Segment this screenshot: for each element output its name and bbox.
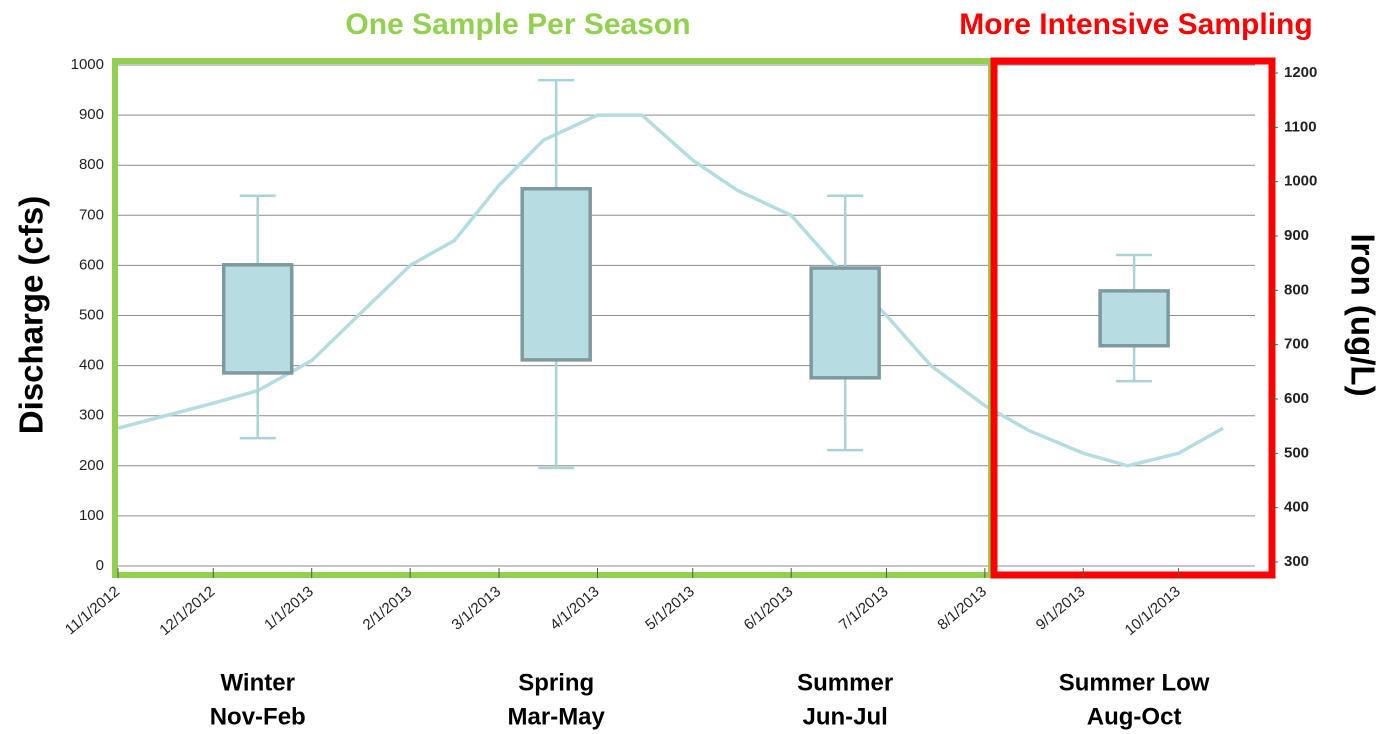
- y-tick-label: 100: [79, 507, 104, 524]
- y-tick-label: 900: [79, 106, 104, 123]
- box: [520, 186, 592, 362]
- season-months: Aug-Oct: [1087, 703, 1182, 730]
- season-name: Summer: [797, 669, 893, 696]
- y-tick-label: 400: [79, 357, 104, 374]
- season-name: Spring: [518, 669, 594, 696]
- y-tick-label: 800: [79, 156, 104, 173]
- y2-tick-label: 1100: [1284, 118, 1317, 135]
- x-tick-label: 12/1/2012: [156, 583, 218, 639]
- y-tick-label: 200: [79, 457, 104, 474]
- box: [809, 266, 881, 380]
- line: [117, 113, 1224, 468]
- region-box: [990, 57, 1276, 579]
- x-tick-label: 1/1/2013: [261, 583, 317, 634]
- x-tick-label: 8/1/2013: [934, 583, 990, 634]
- y2-axis-label: Iron (ug/L): [1344, 233, 1381, 396]
- season-months: Mar-May: [508, 703, 606, 730]
- season-months: Nov-Feb: [210, 703, 306, 730]
- y-tick-label: 300: [79, 407, 104, 424]
- y2-tick-label: 500: [1284, 444, 1309, 461]
- annotation: More Intensive Sampling: [959, 8, 1312, 41]
- y2-tick-label: 400: [1284, 499, 1309, 516]
- box: [221, 263, 294, 375]
- y2-tick-label: 1200: [1284, 64, 1317, 81]
- x-tick-label: 9/1/2013: [1033, 583, 1089, 634]
- x-tick-label: 4/1/2013: [547, 583, 603, 634]
- x-tick-label: 5/1/2013: [642, 583, 698, 634]
- y-tick-label: 0: [96, 557, 104, 574]
- season-name: Summer Low: [1059, 669, 1210, 696]
- annotation: One Sample Per Season: [345, 8, 690, 41]
- y2-tick-label: 800: [1284, 281, 1309, 298]
- y2-tick-label: 1000: [1284, 173, 1317, 190]
- y-tick-label: 500: [79, 306, 104, 323]
- y2-tick-label: 600: [1284, 390, 1309, 407]
- x-tick-label: 7/1/2013: [836, 583, 892, 634]
- x-tick-label: 11/1/2012: [62, 583, 123, 638]
- x-tick-label: 3/1/2013: [449, 583, 505, 634]
- y-tick-label: 600: [79, 256, 104, 273]
- box: [1098, 289, 1170, 348]
- season-months: Jun-Jul: [802, 703, 887, 730]
- y2-tick-label: 700: [1284, 336, 1309, 353]
- y2-tick-label: 900: [1284, 227, 1309, 244]
- x-tick-label: 6/1/2013: [741, 583, 797, 634]
- x-tick-label: 2/1/2013: [360, 583, 416, 634]
- x-tick-label: 10/1/2013: [1122, 583, 1184, 639]
- y2-tick-label: 300: [1284, 553, 1309, 570]
- season-name: Winter: [220, 669, 294, 696]
- y-tick-label: 1000: [71, 56, 104, 73]
- y-tick-label: 700: [79, 206, 104, 223]
- y-axis-label: Discharge (cfs): [13, 196, 50, 434]
